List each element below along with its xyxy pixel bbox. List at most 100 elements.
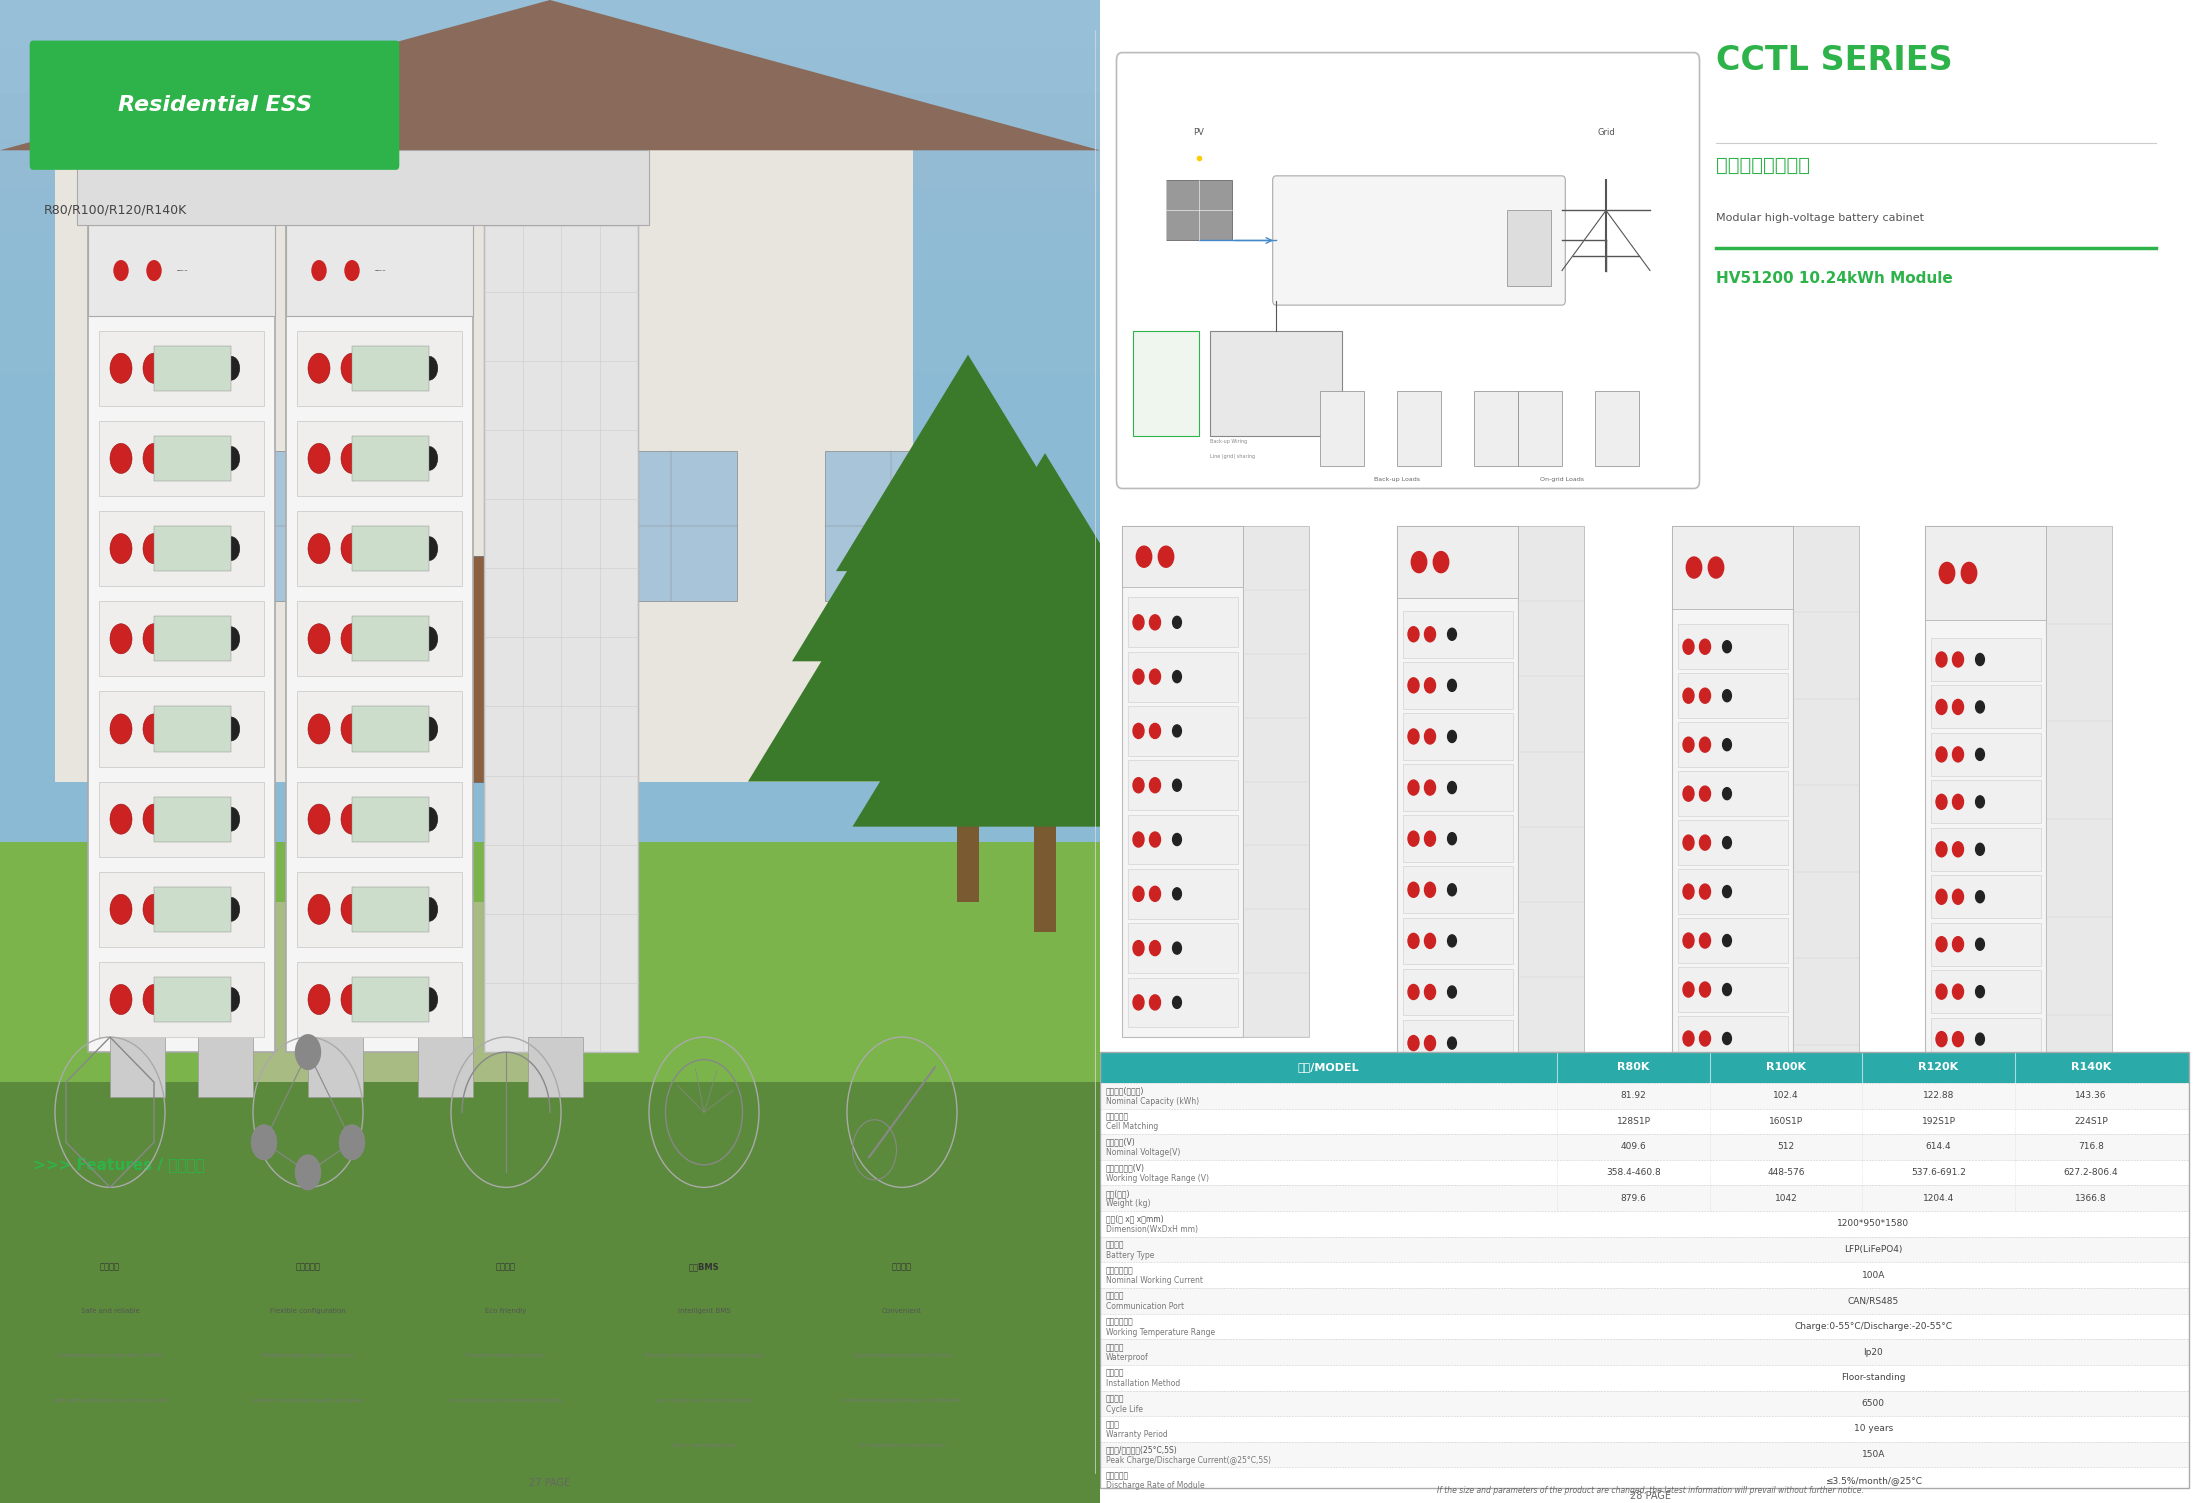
Text: 100A: 100A [1861, 1270, 1885, 1279]
Text: over charge, over current, abnormal: over charge, over current, abnormal [656, 1398, 752, 1402]
Circle shape [308, 534, 330, 564]
Text: 防水材料: 防水材料 [1104, 1344, 1124, 1353]
Circle shape [420, 446, 438, 470]
Circle shape [189, 446, 207, 470]
Circle shape [1976, 1081, 1984, 1093]
Circle shape [1976, 797, 1984, 809]
Bar [352, 706, 429, 752]
Circle shape [341, 804, 363, 834]
Text: Nominal Voltage(V): Nominal Voltage(V) [1104, 1148, 1179, 1157]
Circle shape [387, 987, 405, 1012]
Circle shape [1954, 652, 1962, 667]
Circle shape [1723, 738, 1731, 750]
Text: 192S1P: 192S1P [1921, 1117, 1956, 1126]
Bar [88, 225, 275, 316]
Circle shape [110, 443, 132, 473]
Circle shape [1936, 1031, 1947, 1046]
Circle shape [1148, 941, 1162, 956]
Bar [1100, 1288, 2189, 1314]
Bar [1100, 1160, 2189, 1186]
Bar [352, 346, 429, 391]
Circle shape [1723, 935, 1731, 947]
Circle shape [308, 984, 330, 1015]
Bar [0, 0, 1100, 47]
Circle shape [341, 624, 363, 654]
Bar [1404, 610, 1514, 658]
Bar [1404, 764, 1514, 812]
Bar [1595, 391, 1639, 466]
Bar [1100, 1186, 2189, 1211]
Bar [0, 280, 1100, 326]
Polygon shape [748, 421, 1188, 782]
Circle shape [1723, 1180, 1731, 1192]
Circle shape [222, 987, 240, 1012]
Bar [297, 421, 462, 496]
Text: 工作温度范围: 工作温度范围 [1104, 1317, 1133, 1326]
Circle shape [1133, 833, 1144, 848]
Circle shape [308, 443, 330, 473]
Bar [1166, 180, 1232, 240]
Text: Floor-standing: Floor-standing [1841, 1374, 1905, 1383]
Text: Peak Charge/Discharge Current(@25°C,5S): Peak Charge/Discharge Current(@25°C,5S) [1104, 1456, 1272, 1465]
Circle shape [1698, 1129, 1712, 1144]
Text: Ip20: Ip20 [1863, 1348, 1883, 1357]
Bar [308, 1037, 363, 1097]
Circle shape [1976, 938, 1984, 950]
Bar [1126, 869, 1236, 918]
Bar [1676, 918, 1786, 963]
Text: Warranty Period: Warranty Period [1104, 1431, 1168, 1440]
Circle shape [1148, 887, 1162, 902]
Circle shape [1683, 1129, 1694, 1144]
Bar [1932, 1160, 2042, 1202]
Circle shape [1936, 1269, 1947, 1284]
Bar [1397, 526, 1518, 598]
Circle shape [420, 356, 438, 380]
Circle shape [1448, 679, 1456, 691]
Circle shape [1723, 837, 1731, 849]
Bar [1925, 526, 2046, 1308]
Bar [1676, 723, 1786, 767]
Circle shape [308, 714, 330, 744]
Text: ─── ─: ─── ─ [374, 269, 385, 272]
Circle shape [1698, 884, 1712, 899]
Bar [154, 977, 231, 1022]
Circle shape [1448, 1088, 1456, 1100]
Circle shape [1698, 933, 1712, 948]
FancyBboxPatch shape [31, 41, 400, 170]
Bar [1932, 875, 2042, 918]
Text: Working Voltage Range (V): Working Voltage Range (V) [1104, 1174, 1208, 1183]
Bar [0, 606, 1100, 652]
Text: 生态友好: 生态友好 [495, 1263, 517, 1272]
Circle shape [1173, 834, 1181, 846]
Circle shape [1408, 882, 1419, 897]
Text: 358.4-460.8: 358.4-460.8 [1606, 1168, 1661, 1177]
Bar [0, 885, 1100, 932]
Circle shape [1426, 882, 1434, 897]
Circle shape [222, 446, 240, 470]
Bar [1404, 866, 1514, 912]
Bar [99, 782, 264, 857]
Bar [1210, 331, 1342, 436]
Circle shape [143, 804, 165, 834]
Bar [1932, 971, 2042, 1013]
Circle shape [1448, 730, 1456, 742]
Bar [1672, 526, 1793, 1217]
Text: Distribution Box: Distribution Box [1287, 183, 1342, 189]
Text: Grid: Grid [1597, 128, 1615, 137]
Circle shape [1936, 984, 1947, 999]
Circle shape [110, 894, 132, 924]
Circle shape [1723, 690, 1731, 702]
Circle shape [1954, 747, 1962, 762]
Circle shape [189, 717, 207, 741]
Text: On-grid Loads: On-grid Loads [1540, 476, 1584, 482]
Circle shape [222, 897, 240, 921]
Circle shape [1936, 794, 1947, 809]
Bar [1100, 1339, 2189, 1365]
Circle shape [341, 894, 363, 924]
Bar [1676, 673, 1786, 718]
Circle shape [341, 984, 363, 1015]
Circle shape [1954, 984, 1962, 999]
Bar [0, 140, 1100, 186]
Circle shape [1408, 1036, 1419, 1051]
Bar [0, 745, 1100, 792]
